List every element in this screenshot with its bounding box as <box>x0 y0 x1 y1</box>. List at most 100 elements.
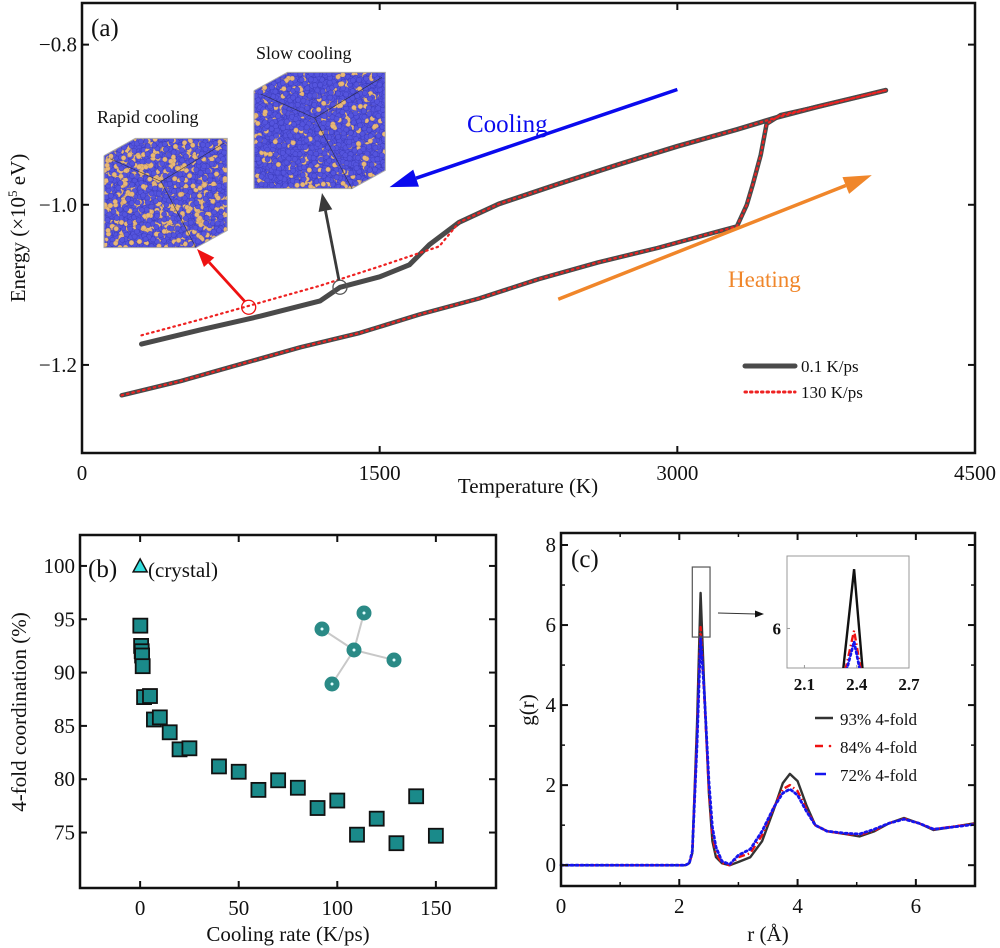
series-line-93-4-fold <box>561 591 976 867</box>
y-tick-label: 2 <box>546 773 557 797</box>
plot-frame <box>78 533 498 890</box>
slow-cooling-label: Slow cooling <box>256 43 352 63</box>
cooling-arrow <box>389 87 678 188</box>
rapid-cooling-marker <box>241 299 257 315</box>
y-axis-title-a: Energy (×105 eV) <box>5 154 30 303</box>
scatter-point <box>388 835 405 852</box>
y-tick-label: 100 <box>44 554 76 578</box>
inset-x-tick-label: 2.7 <box>898 675 920 694</box>
inset-line-0 <box>842 569 864 668</box>
legend-label-fast: 130 K/ps <box>801 383 863 402</box>
legend-swatch-84-dot <box>828 744 832 748</box>
slow-cooling-marker <box>332 279 348 295</box>
x-tick-label: 0 <box>77 461 88 485</box>
x-tick-label: 3000 <box>656 461 698 485</box>
heating-label: Heating <box>728 267 801 292</box>
zoom-arrow-shaft <box>717 612 757 615</box>
scatter-point <box>151 709 168 726</box>
plot-frame <box>80 1 977 455</box>
y-tick-label: 75 <box>54 821 75 845</box>
y-tick-label: −0.8 <box>39 33 77 57</box>
axes-b: 0 50 100 150 75 80 85 90 95 100 <box>44 533 498 920</box>
scatter-point <box>230 763 247 780</box>
y-axis-title-b: 4-fold coordination (%) <box>7 612 31 811</box>
scatter-point <box>329 792 346 809</box>
zoom-arrow-head <box>755 610 764 618</box>
zoom-box <box>691 566 711 638</box>
scatter-point <box>427 827 444 844</box>
y-tick-label: 80 <box>54 767 75 791</box>
cube-edge <box>160 142 225 182</box>
inset-x-tick-label: 2.1 <box>794 675 815 694</box>
cube-outline <box>253 71 386 190</box>
cube-edge <box>314 117 353 189</box>
legend-label-72: 72% 4-fold <box>840 766 917 785</box>
scatter-point <box>250 781 267 798</box>
rapid-cooling-arrow <box>197 249 246 303</box>
rdf-series <box>559 591 977 867</box>
scatter-point <box>289 779 306 796</box>
series-group <box>119 87 889 398</box>
rapid-cooling-arrow-shaft <box>208 261 246 303</box>
scatter-point <box>368 810 385 827</box>
x-tick-label: 50 <box>228 896 249 920</box>
scatter-point <box>134 658 151 675</box>
panel-a: Rapid cooling Slow cooling Cooling Heati… <box>5 1 996 498</box>
heating-arrow-head <box>842 175 872 194</box>
heating-arrow-shaft <box>557 183 847 301</box>
inset-line-2 <box>845 641 861 668</box>
inset-line-1 <box>844 630 862 668</box>
y-tick-label: 85 <box>54 714 75 738</box>
x-axis-title-b: Cooling rate (K/ps) <box>206 922 369 946</box>
inset-x-tick-label: 2.4 <box>846 675 868 694</box>
y-tick-label: 90 <box>54 661 75 685</box>
panel-b: 0 50 100 150 75 80 85 90 95 100 (b) (crystal) Coo… <box>7 533 498 946</box>
legend-label-84: 84% 4-fold <box>840 738 917 757</box>
scatter-point <box>161 724 178 741</box>
tetrahedral-molecule-icon <box>314 605 402 692</box>
slow-cooling-arrow <box>318 193 341 281</box>
y-tick-label: 4 <box>546 693 557 717</box>
scatter-points <box>131 557 444 852</box>
inset-frame <box>786 555 910 669</box>
inset-series <box>842 569 864 668</box>
slow-cooling-arrow-shaft <box>324 210 341 281</box>
cube-outline <box>103 137 228 249</box>
inset-zoom: 2.1 2.4 2.7 6 <box>691 555 920 694</box>
x-tick-label: 100 <box>322 896 354 920</box>
atoms <box>254 72 386 189</box>
y-tick-label: −1.2 <box>39 353 77 377</box>
cube-edge <box>110 158 162 182</box>
axes-c: 0 2 4 6 0 2 4 6 8 <box>546 531 977 918</box>
cube-edge <box>160 181 197 248</box>
rapid-cooling-arrow-head <box>197 249 215 268</box>
legend-label-93: 93% 4-fold <box>840 710 917 729</box>
cooling-arrow-head <box>389 169 419 188</box>
x-axis-title-c: r (Å) <box>747 922 788 946</box>
x-tick-label: 0 <box>556 894 567 918</box>
cooling-arrow-shaft <box>415 87 678 180</box>
rapid-cooling-structure-image <box>103 137 228 249</box>
x-tick-label: 2 <box>674 894 685 918</box>
scatter-point <box>270 772 287 789</box>
x-tick-label: 1500 <box>359 461 401 485</box>
scatter-point <box>181 740 198 757</box>
scatter-point <box>142 688 158 704</box>
panel-label-a: (a) <box>91 15 119 42</box>
rapid-cooling-label: Rapid cooling <box>97 107 199 127</box>
cube-edge <box>314 77 383 119</box>
scatter-point <box>211 758 227 775</box>
scatter-point <box>309 800 326 816</box>
scatter-point <box>408 788 425 805</box>
y-tick-label: 0 <box>546 853 557 877</box>
x-tick-label: 150 <box>420 896 452 920</box>
x-tick-label: 4500 <box>954 461 996 485</box>
y-tick-label: 6 <box>546 613 557 637</box>
y-axis-title-c: g(r) <box>515 694 539 725</box>
inset-y-tick-label: 6 <box>773 619 782 638</box>
cooling-label: Cooling <box>467 111 548 138</box>
slow-cooling-arrow-head <box>318 193 333 213</box>
panel-c: 0 2 4 6 0 2 4 6 8 2.1 2.4 2.7 6 93% 4-fold 84% 4-fo… <box>515 531 977 946</box>
x-tick-label: 0 <box>135 896 146 920</box>
